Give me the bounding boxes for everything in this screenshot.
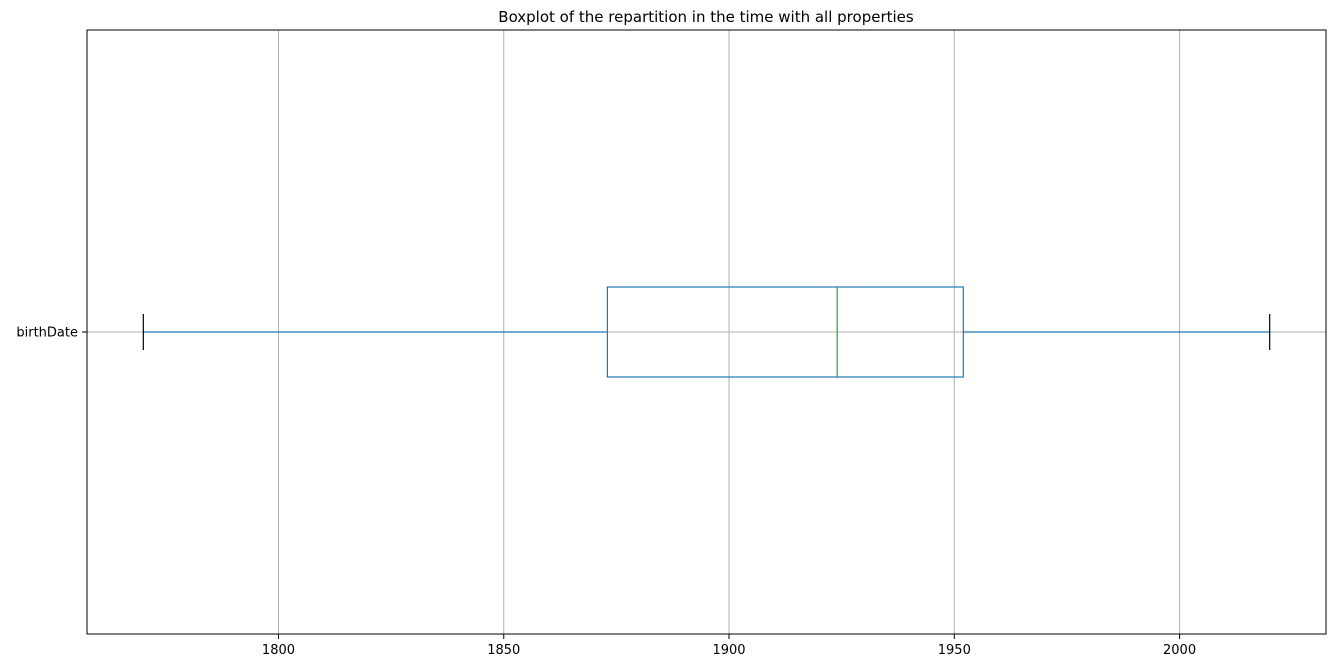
x-tick-label: 1900 [712, 643, 745, 658]
y-axis: birthDate [16, 326, 87, 341]
x-tick-label: 1800 [262, 643, 295, 658]
x-tick-label: 1950 [938, 643, 971, 658]
iqr-box [606, 286, 964, 378]
chart-title: Boxplot of the repartition in the time w… [498, 8, 914, 26]
y-tick-label: birthDate [16, 326, 78, 341]
x-tick-label: 2000 [1163, 643, 1196, 658]
x-axis: 1800 1850 1900 1950 2000 [262, 634, 1196, 658]
x-tick-label: 1850 [487, 643, 520, 658]
box-layer [142, 286, 1271, 378]
